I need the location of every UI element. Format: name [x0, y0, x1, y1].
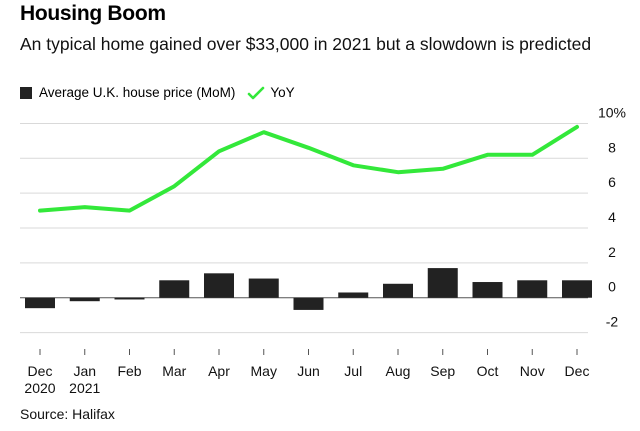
- x-tick-label: Jul: [344, 363, 362, 379]
- bar: [293, 297, 324, 310]
- chart-subtitle: An typical home gained over $33,000 in 2…: [20, 34, 592, 54]
- x-tick-label: Feb: [117, 363, 141, 379]
- x-tick-label: Dec: [565, 363, 590, 379]
- legend-swatch-mom: [20, 86, 32, 99]
- y-tick-label: 0: [608, 279, 616, 295]
- y-tick-label: 8: [608, 139, 616, 155]
- yoy-line: [38, 124, 579, 213]
- x-tick-label: May: [251, 363, 277, 379]
- legend-label-yoy: YoY: [270, 85, 295, 100]
- bar: [69, 297, 100, 302]
- bar: [383, 283, 413, 298]
- source-note: Source: Halifax: [20, 406, 115, 422]
- x-tick-label: 2021: [69, 380, 100, 396]
- bar: [25, 297, 55, 309]
- bar: [159, 280, 190, 298]
- x-tick-label: Jun: [297, 363, 320, 379]
- legend-label-mom: Average U.K. house price (MoM): [39, 85, 236, 100]
- legend-item-mom: Average U.K. house price (MoM): [20, 85, 235, 100]
- y-tick-label: 10%: [598, 104, 626, 120]
- legend-item-yoy: YoY: [247, 85, 295, 100]
- x-tick-label: Jan: [73, 363, 96, 379]
- x-tick-label: Sep: [430, 363, 455, 379]
- x-tick-label: Dec: [28, 363, 53, 379]
- bar: [114, 297, 145, 300]
- y-tick-label: 6: [608, 174, 616, 190]
- chart-title: Housing Boom: [20, 2, 166, 25]
- bar: [204, 273, 234, 298]
- y-tick-label: 4: [608, 209, 616, 225]
- x-tick-label: Mar: [162, 363, 186, 379]
- x-tick-label: Oct: [477, 363, 499, 379]
- x-tick-label: Aug: [386, 363, 411, 379]
- check-icon: [248, 86, 265, 99]
- x-tick-label: Nov: [520, 363, 545, 379]
- bar: [338, 292, 369, 298]
- x-tick-label: 2020: [24, 380, 55, 396]
- y-tick-label: 2: [608, 244, 616, 260]
- bar: [517, 280, 548, 298]
- legend: Average U.K. house price (MoM) YoY: [20, 85, 307, 100]
- bar: [248, 278, 279, 298]
- y-tick-label: -2: [606, 314, 619, 330]
- x-tick-label: Apr: [208, 363, 230, 379]
- bar: [427, 268, 458, 298]
- bar: [472, 282, 503, 298]
- bar: [562, 280, 592, 298]
